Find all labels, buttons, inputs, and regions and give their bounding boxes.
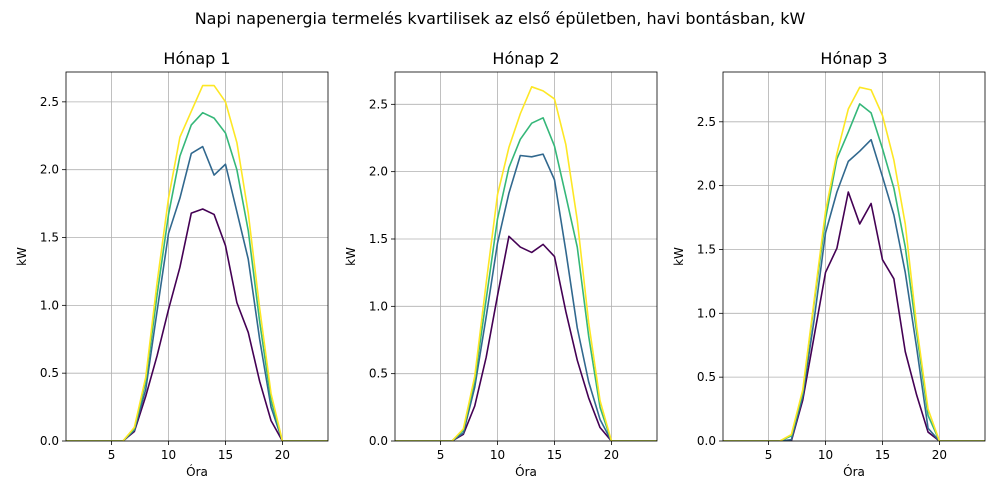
x-tick-label: 5 [437, 448, 445, 462]
series-line-3 [723, 103, 985, 441]
series-line-2 [723, 138, 985, 441]
y-tick-label: 0.0 [40, 434, 59, 448]
x-axis-label: Óra [515, 464, 537, 479]
subplot-title: Hónap 2 [492, 49, 559, 68]
series-group [395, 86, 657, 441]
axes-frame [65, 71, 329, 442]
axes-frame [394, 71, 658, 442]
x-tick-label: 15 [218, 448, 233, 462]
series-line-1 [395, 235, 657, 441]
y-tick-label: 0.0 [697, 434, 716, 448]
subplot-1: 5 10 15 20 0.0 0.5 1.0 1.5 2.0 2.5 Hónap 1 Óra kW [15, 49, 329, 479]
figure-title: Napi napenergia termelés kvartilisek az … [195, 9, 806, 28]
series-group [66, 84, 328, 441]
series-line-2 [395, 153, 657, 441]
series-line-2 [66, 145, 328, 441]
series-line-1 [723, 191, 985, 441]
y-tick-label: 2.0 [40, 163, 59, 177]
y-tick-label: 0.5 [697, 370, 716, 384]
x-tick-label: 15 [875, 448, 890, 462]
y-axis-label: kW [672, 247, 686, 266]
x-tick-label: 10 [161, 448, 176, 462]
x-tick-label: 15 [547, 448, 562, 462]
x-tick-label: 10 [818, 448, 833, 462]
x-axis-label: Óra [186, 464, 208, 479]
subplot-title: Hónap 3 [820, 49, 887, 68]
series-group [723, 86, 985, 441]
series-line-1 [66, 208, 328, 441]
y-tick-label: 1.0 [697, 306, 716, 320]
y-axis-label: kW [344, 247, 358, 266]
y-axis-label: kW [15, 247, 29, 266]
x-tick-label: 5 [108, 448, 116, 462]
series-line-3 [395, 116, 657, 441]
x-tick-label: 10 [490, 448, 505, 462]
y-tick-label: 0.5 [40, 366, 59, 380]
y-tick-label: 1.5 [369, 232, 388, 246]
y-tick-label: 1.5 [697, 242, 716, 256]
series-line-4 [395, 86, 657, 441]
y-tick-label: 1.0 [369, 299, 388, 313]
series-line-3 [66, 111, 328, 441]
series-line-4 [66, 84, 328, 441]
subplot-title: Hónap 1 [163, 49, 230, 68]
y-tick-label: 2.0 [369, 165, 388, 179]
y-tick-label: 2.5 [697, 115, 716, 129]
y-tick-label: 0.0 [369, 434, 388, 448]
x-axis-label: Óra [843, 464, 865, 479]
subplot-3: 5 10 15 20 0.0 0.5 1.0 1.5 2.0 2.5 Hónap 3 Óra kW [672, 49, 986, 479]
axes-frame [722, 71, 986, 442]
y-tick-label: 2.5 [369, 97, 388, 111]
x-tick-label: 20 [275, 448, 290, 462]
y-tick-label: 0.5 [369, 367, 388, 381]
series-line-4 [723, 86, 985, 441]
x-tick-label: 5 [765, 448, 773, 462]
y-tick-label: 1.5 [40, 231, 59, 245]
y-tick-label: 1.0 [40, 298, 59, 312]
y-tick-label: 2.5 [40, 95, 59, 109]
subplot-2: 5 10 15 20 0.0 0.5 1.0 1.5 2.0 2.5 Hónap 2 Óra kW [344, 49, 658, 479]
x-tick-label: 20 [604, 448, 619, 462]
subplot-panels: 5 10 15 20 0.0 0.5 1.0 1.5 2.0 2.5 Hónap 1 Óra kW 5 10… [15, 49, 986, 479]
x-tick-label: 20 [932, 448, 947, 462]
y-tick-label: 2.0 [697, 179, 716, 193]
